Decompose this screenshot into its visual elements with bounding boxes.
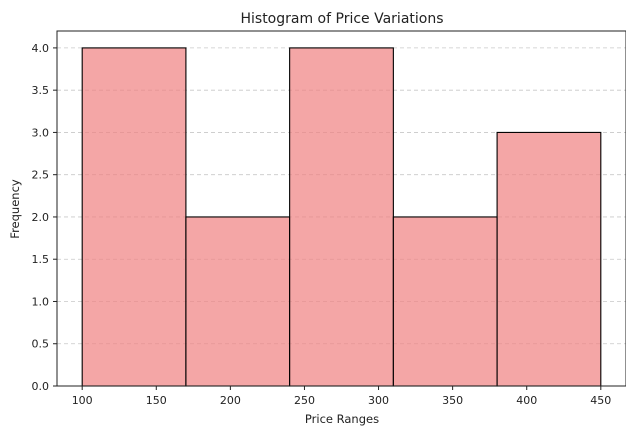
y-tick-label-7: 3.5 (32, 84, 50, 97)
x-tick-label-2: 200 (220, 394, 241, 407)
y-tick-label-5: 2.5 (32, 169, 50, 182)
y-tick-label-3: 1.5 (32, 253, 50, 266)
x-tick-label-3: 250 (294, 394, 315, 407)
x-axis-ticks: 100 150 200 250 300 350 400 450 (72, 386, 611, 407)
x-tick-label-6: 400 (516, 394, 537, 407)
y-tick-label-6: 3.0 (32, 126, 50, 139)
histogram-bar-4 (496, 131, 602, 387)
bars (81, 47, 602, 387)
x-axis-label: Price Ranges (305, 412, 379, 426)
x-tick-label-7: 450 (590, 394, 611, 407)
y-tick-label-2: 1.0 (32, 295, 50, 308)
y-tick-label-4: 2.0 (32, 211, 50, 224)
y-axis-label: Frequency (8, 179, 22, 239)
y-axis-ticks: 0.0 0.5 1.0 1.5 2.0 2.5 3.0 3.5 4.0 (32, 42, 57, 393)
plot-frame (56, 30, 626, 387)
histogram-bar-2 (289, 47, 394, 387)
y-tick-label-1: 0.5 (32, 338, 50, 351)
x-tick-label-0: 100 (72, 394, 93, 407)
x-tick-label-1: 150 (146, 394, 167, 407)
histogram-bar-1 (185, 216, 291, 387)
histogram-bar-3 (392, 216, 498, 387)
x-tick-label-4: 300 (368, 394, 389, 407)
x-tick-label-5: 350 (442, 394, 463, 407)
chart-title: Histogram of Price Variations (240, 11, 443, 27)
y-tick-label-8: 4.0 (32, 42, 50, 55)
y-tick-label-0: 0.0 (32, 380, 50, 393)
histogram-bar-0 (81, 47, 187, 387)
